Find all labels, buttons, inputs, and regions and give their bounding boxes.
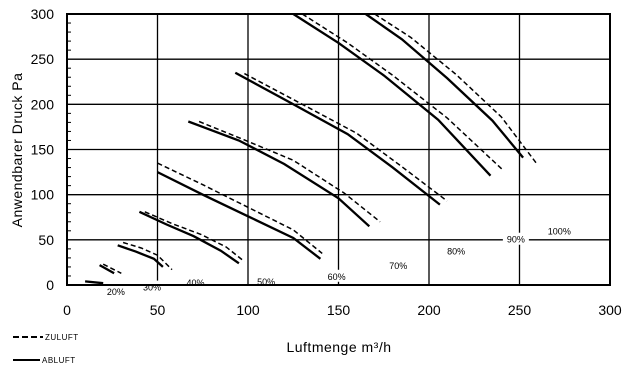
y-tick-label: 250: [31, 51, 55, 67]
curve-label-bg: [443, 244, 470, 257]
curve-label: 80%: [447, 246, 465, 256]
abluft-line-70: [234, 71, 441, 206]
curve-label: 60%: [328, 272, 346, 282]
abluft-line-40: [138, 210, 240, 265]
y-tick-label: 100: [31, 187, 55, 203]
y-tick-label: 0: [46, 277, 54, 293]
zuluft-line-40: [144, 211, 245, 263]
abluft-line-30: [117, 244, 164, 268]
zuluft-line-70: [244, 72, 448, 202]
x-axis-title: Luftmenge m³/h: [286, 339, 391, 355]
curve-label-bg: [139, 280, 166, 293]
x-tick-label: 0: [63, 302, 71, 318]
abluft-line-20: [84, 280, 104, 285]
plot-frame: [66, 13, 611, 286]
abluft-line-20: [99, 264, 115, 275]
abluft-line-50: [156, 171, 322, 260]
legend-label-abluft: ABLUFT: [42, 356, 76, 365]
curve-label: 100%: [548, 227, 571, 237]
curve-label: 20%: [107, 287, 125, 297]
curve-label-bg: [502, 232, 529, 245]
zuluft-line-20: [102, 263, 122, 274]
y-tick-label: 150: [31, 142, 55, 158]
x-tick-label: 200: [417, 302, 441, 318]
curve-label: 90%: [507, 235, 525, 245]
abluft-line-60: [187, 120, 371, 228]
x-tick-label: 300: [598, 302, 622, 318]
y-tick-label: 200: [31, 96, 55, 112]
x-tick-label: 50: [150, 302, 166, 318]
curve-labels: 20% 30% 40% 50% 60% 70% 80% 90% 100%: [102, 224, 573, 298]
zuluft-line-30: [122, 241, 173, 271]
curve-label: 30%: [143, 283, 161, 293]
x-tick-label: 150: [327, 302, 351, 318]
abluft-line-90: [365, 13, 524, 159]
zuluft-line-50: [157, 162, 323, 254]
x-tick-label: 100: [236, 302, 260, 318]
grid: [67, 14, 610, 285]
series-lines: [84, 13, 539, 285]
curve-label-bg: [385, 258, 412, 271]
zuluft-line-90: [374, 13, 539, 166]
x-tick-label: 250: [508, 302, 532, 318]
tick-labels: 0 50 100 150 200 250 300 0 50 100 150 200 250 300: [31, 6, 622, 318]
curve-label: 40%: [187, 278, 205, 288]
zuluft-line-80: [301, 13, 504, 171]
curve-label: 50%: [257, 277, 275, 287]
abluft-line-80: [292, 13, 492, 177]
y-axis-title: Anwendbarer Druck Pa: [9, 73, 25, 228]
curve-label-bg: [546, 224, 573, 237]
zuluft-line-60: [198, 120, 381, 223]
legend-label-zuluft: ZULUFT: [45, 333, 79, 342]
legend: ZULUFT ABLUFT: [13, 333, 79, 365]
curve-label: 70%: [389, 261, 407, 271]
curve-label-bg: [102, 285, 129, 298]
curve-label-bg: [323, 269, 350, 282]
y-tick-label: 50: [38, 232, 54, 248]
y-tick-label: 300: [31, 6, 55, 22]
